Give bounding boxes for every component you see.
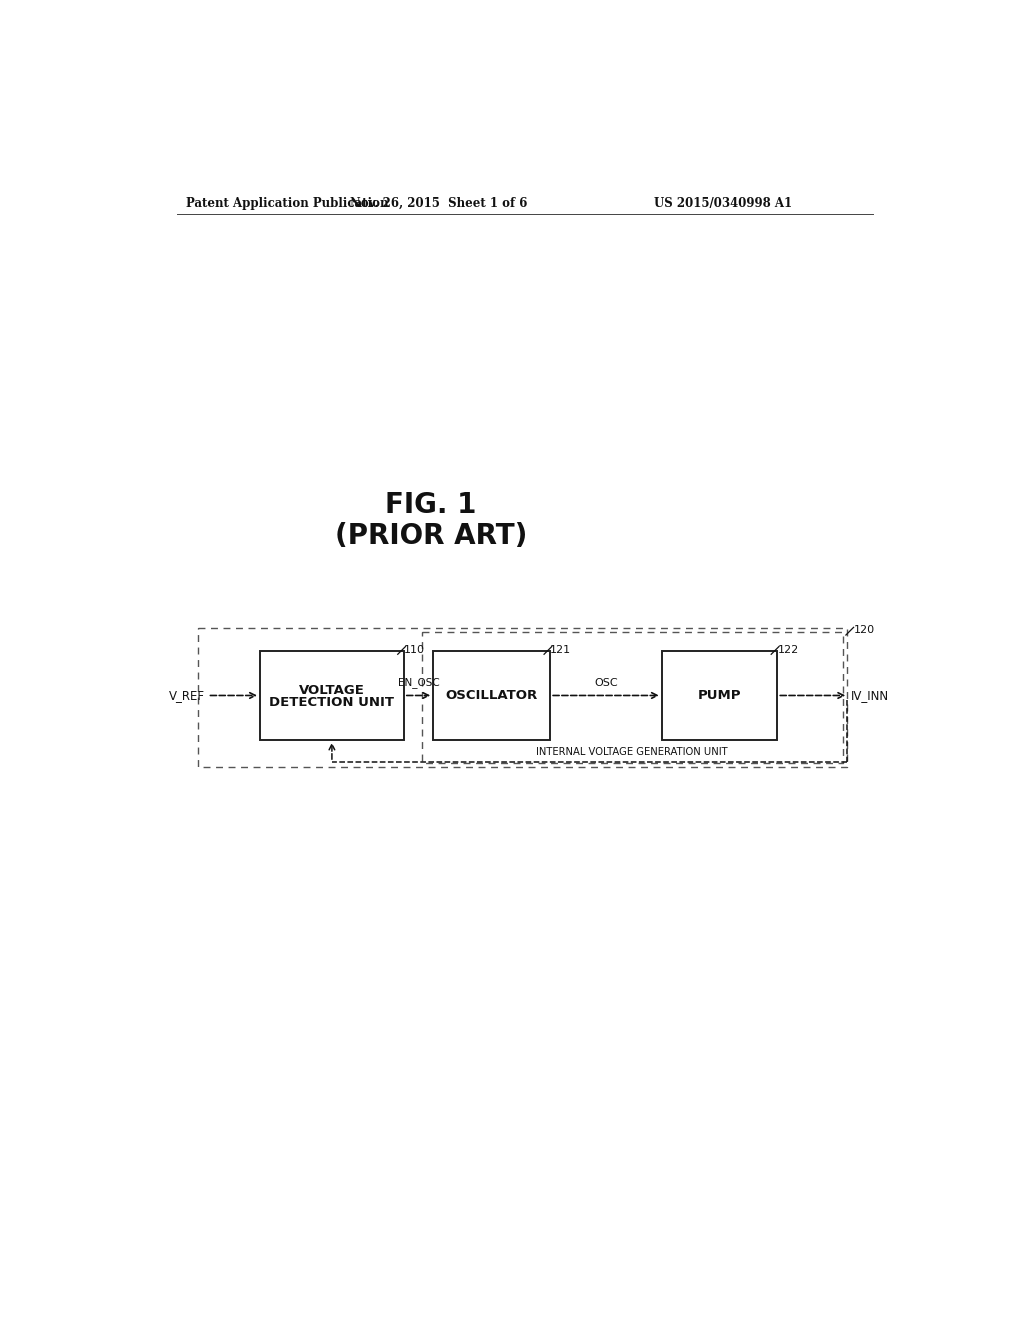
Text: FIG. 1: FIG. 1 bbox=[385, 491, 476, 519]
Text: VOLTAGE: VOLTAGE bbox=[299, 684, 365, 697]
Bar bbox=[260, 651, 403, 739]
Text: 110: 110 bbox=[403, 644, 425, 655]
Text: INTERNAL VOLTAGE GENERATION UNIT: INTERNAL VOLTAGE GENERATION UNIT bbox=[537, 747, 728, 756]
Text: Nov. 26, 2015  Sheet 1 of 6: Nov. 26, 2015 Sheet 1 of 6 bbox=[350, 197, 527, 210]
Text: IV_INN: IV_INN bbox=[851, 689, 889, 702]
Text: (PRIOR ART): (PRIOR ART) bbox=[335, 521, 527, 549]
Text: 122: 122 bbox=[777, 644, 799, 655]
Text: US 2015/0340998 A1: US 2015/0340998 A1 bbox=[654, 197, 793, 210]
Text: PUMP: PUMP bbox=[698, 689, 741, 702]
Text: OSCILLATOR: OSCILLATOR bbox=[445, 689, 538, 702]
Bar bbox=[662, 651, 777, 739]
Text: EN_OSC: EN_OSC bbox=[397, 677, 439, 688]
Text: V_REF: V_REF bbox=[169, 689, 205, 702]
Text: OSC: OSC bbox=[594, 677, 617, 688]
Text: Patent Application Publication: Patent Application Publication bbox=[186, 197, 388, 210]
Text: 120: 120 bbox=[854, 626, 874, 635]
Text: DETECTION UNIT: DETECTION UNIT bbox=[269, 696, 394, 709]
Bar bbox=[433, 651, 550, 739]
Text: 121: 121 bbox=[550, 644, 571, 655]
